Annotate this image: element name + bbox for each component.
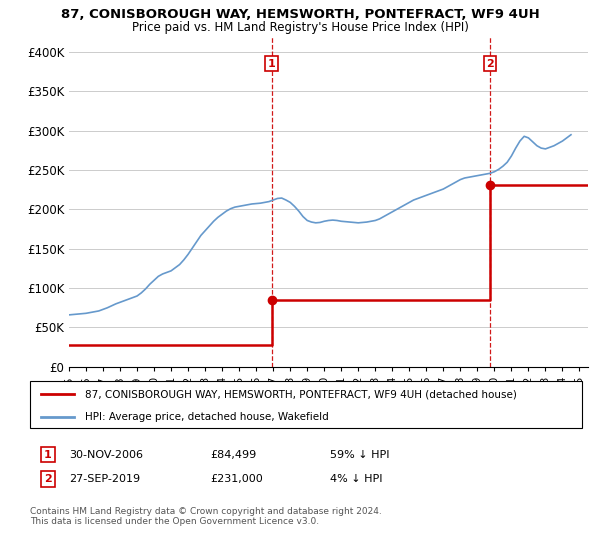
Text: 4% ↓ HPI: 4% ↓ HPI (330, 474, 383, 484)
Text: 87, CONISBOROUGH WAY, HEMSWORTH, PONTEFRACT, WF9 4UH (detached house): 87, CONISBOROUGH WAY, HEMSWORTH, PONTEFR… (85, 389, 517, 399)
Text: HPI: Average price, detached house, Wakefield: HPI: Average price, detached house, Wake… (85, 412, 329, 422)
Text: 87, CONISBOROUGH WAY, HEMSWORTH, PONTEFRACT, WF9 4UH: 87, CONISBOROUGH WAY, HEMSWORTH, PONTEFR… (61, 8, 539, 21)
Text: Contains HM Land Registry data © Crown copyright and database right 2024.
This d: Contains HM Land Registry data © Crown c… (30, 507, 382, 526)
Text: 59% ↓ HPI: 59% ↓ HPI (330, 450, 389, 460)
Text: 1: 1 (44, 450, 52, 460)
Text: £84,499: £84,499 (210, 450, 256, 460)
Text: £231,000: £231,000 (210, 474, 263, 484)
Text: 2: 2 (486, 59, 494, 69)
Text: 27-SEP-2019: 27-SEP-2019 (69, 474, 140, 484)
Text: Price paid vs. HM Land Registry's House Price Index (HPI): Price paid vs. HM Land Registry's House … (131, 21, 469, 34)
Text: 1: 1 (268, 59, 275, 69)
Text: 2: 2 (44, 474, 52, 484)
Text: 30-NOV-2006: 30-NOV-2006 (69, 450, 143, 460)
FancyBboxPatch shape (30, 381, 582, 428)
